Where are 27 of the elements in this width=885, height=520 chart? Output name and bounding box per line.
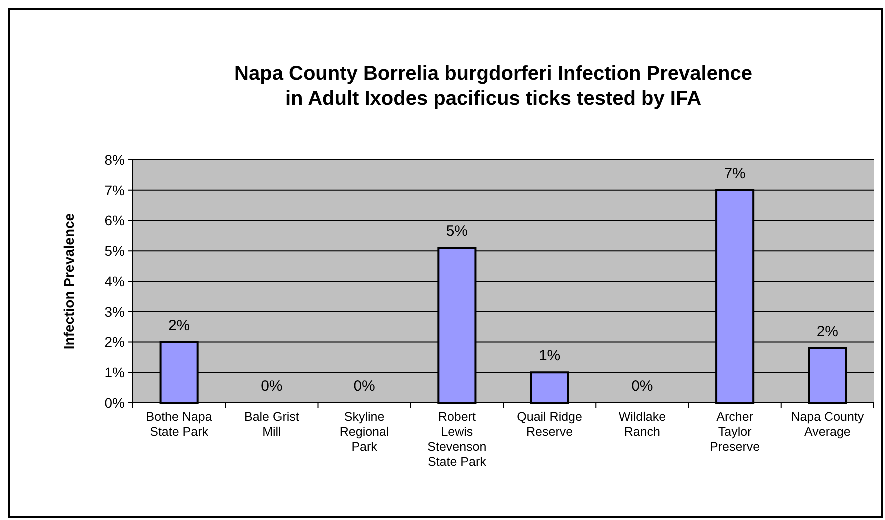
y-tick-label: 6% <box>104 212 125 229</box>
y-tick-label: 1% <box>104 364 125 381</box>
data-label: 5% <box>446 223 468 240</box>
x-tick-label: Wildlake Ranch <box>618 410 666 439</box>
chart-title: Napa County Borrelia burgdorferi Infection Prevalence in Adult Ixodes pacificus ticks tested by IFA <box>234 63 752 110</box>
x-tick-label: Napa County Average <box>791 410 865 439</box>
data-label: 1% <box>538 348 561 365</box>
y-tick-label: 5% <box>104 243 125 260</box>
x-tick-label: Bothe Napa State Park <box>146 410 212 439</box>
data-label: 2% <box>816 323 839 340</box>
y-axis-title: Infection Prevalence <box>61 213 77 350</box>
data-label: 2% <box>168 317 190 334</box>
data-label: 0% <box>632 378 654 395</box>
x-tick-label: Quail Ridge Reserve <box>517 410 583 439</box>
y-tick-label: 3% <box>104 304 125 320</box>
data-label: 0% <box>354 378 376 395</box>
y-tick-label: 2% <box>104 334 125 350</box>
y-tick-label: 7% <box>104 182 125 198</box>
x-tick-label: Robert Lewis Stevenson State Park <box>428 410 488 469</box>
y-tick-label: 0% <box>104 394 125 411</box>
data-label: 0% <box>261 378 283 395</box>
data-label: 7% <box>724 165 746 182</box>
x-tick-label: Skyline Regional Park <box>340 410 390 454</box>
x-tick-label: Archer Taylor Preserve <box>710 410 760 454</box>
y-tick-label: 8% <box>104 152 125 168</box>
y-tick-label: 4% <box>104 273 125 290</box>
x-tick-label: Bale Grist Mill <box>244 410 300 439</box>
